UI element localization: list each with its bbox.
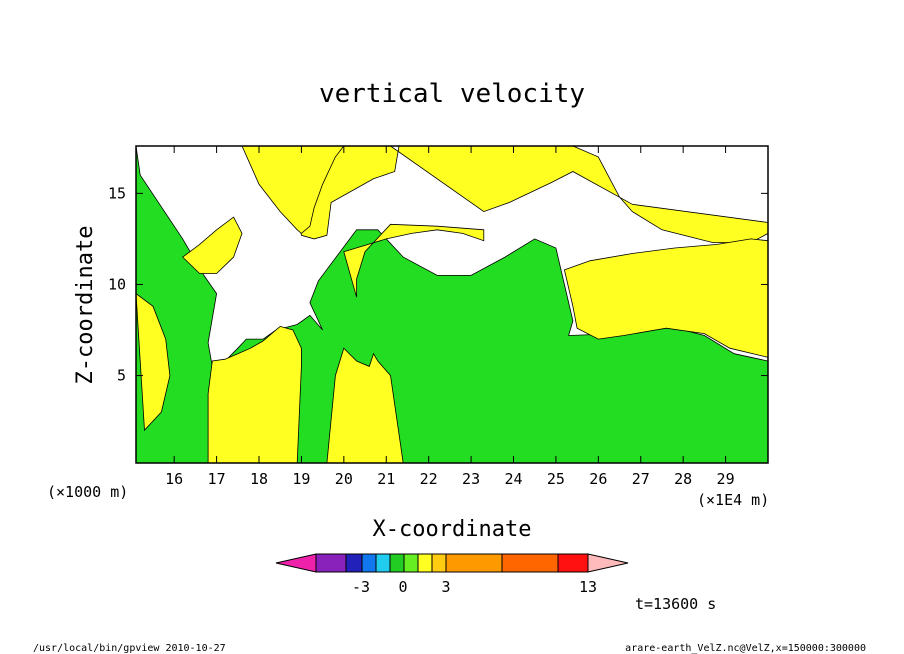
axis-ticks: 16 17 18 19 20 21 22 23 24 25 26 27 28 29 5 10 15	[108, 146, 768, 488]
y-tick-label: 10	[108, 275, 126, 293]
contour-region-yellow	[326, 347, 404, 463]
y-axis-label: Z-coordinate	[73, 226, 98, 385]
contour-region-yellow	[245, 146, 768, 244]
plot-frame	[135, 145, 769, 464]
colorbar-label: -3	[352, 578, 370, 596]
plot-area	[135, 145, 769, 464]
x-tick-label: 21	[377, 470, 395, 488]
colorbar-bin	[361, 553, 377, 573]
colorbar-label: 13	[579, 578, 597, 596]
colorbar-label: 0	[398, 578, 407, 596]
colorbar-bin	[403, 553, 419, 573]
colorbar-bin	[431, 553, 447, 573]
contour-region-yellow	[207, 325, 302, 463]
x-tick-label: 26	[589, 470, 607, 488]
contour-region-yellow	[136, 293, 171, 432]
contour-region-yellow	[343, 223, 485, 298]
colorbar-bin	[501, 553, 559, 573]
colorbar-arrow-low	[275, 553, 317, 573]
x-tick-label: 18	[250, 470, 268, 488]
y-tick-label: 15	[108, 184, 126, 202]
footer-right: arare-earth_VelZ.nc@VelZ,x=150000:300000	[625, 643, 866, 654]
footer-left: /usr/local/bin/gpview 2010-10-27	[33, 643, 226, 654]
x-tick-label: 23	[462, 470, 480, 488]
colorbar-bin	[315, 553, 347, 573]
x-axis-label: X-coordinate	[373, 517, 532, 542]
colorbar-bin	[345, 553, 363, 573]
contour-regions	[136, 146, 768, 463]
y-tick-label: 5	[117, 367, 126, 385]
x-tick-label: 28	[674, 470, 692, 488]
y-unit-label: (×1000 m)	[47, 483, 128, 501]
colorbar-bin	[445, 553, 503, 573]
colorbar-label: 3	[441, 578, 450, 596]
x-tick-label: 25	[547, 470, 565, 488]
colorbar-bin	[417, 553, 433, 573]
x-tick-label: 20	[335, 470, 353, 488]
x-tick-label: 29	[717, 470, 735, 488]
x-tick-label: 24	[504, 470, 522, 488]
contour-region-yellow	[241, 146, 345, 234]
x-tick-label: 16	[165, 470, 183, 488]
x-tick-label: 27	[632, 470, 650, 488]
colorbar-arrow-high	[587, 553, 629, 573]
x-tick-label: 17	[208, 470, 226, 488]
x-unit-label: (×1E4 m)	[697, 491, 769, 509]
chart-title: vertical velocity	[319, 79, 585, 109]
colorbar-bin	[557, 553, 589, 573]
time-label: t=13600 s	[635, 595, 716, 613]
contour-region-yellow	[182, 216, 243, 274]
colorbar-bin	[375, 553, 391, 573]
colorbar	[275, 553, 629, 573]
contour-region-yellow	[563, 238, 768, 358]
x-tick-label: 19	[292, 470, 310, 488]
colorbar-bin	[389, 553, 405, 573]
x-tick-label: 22	[420, 470, 438, 488]
colorbar-labels: -3 0 3 13	[352, 578, 597, 596]
